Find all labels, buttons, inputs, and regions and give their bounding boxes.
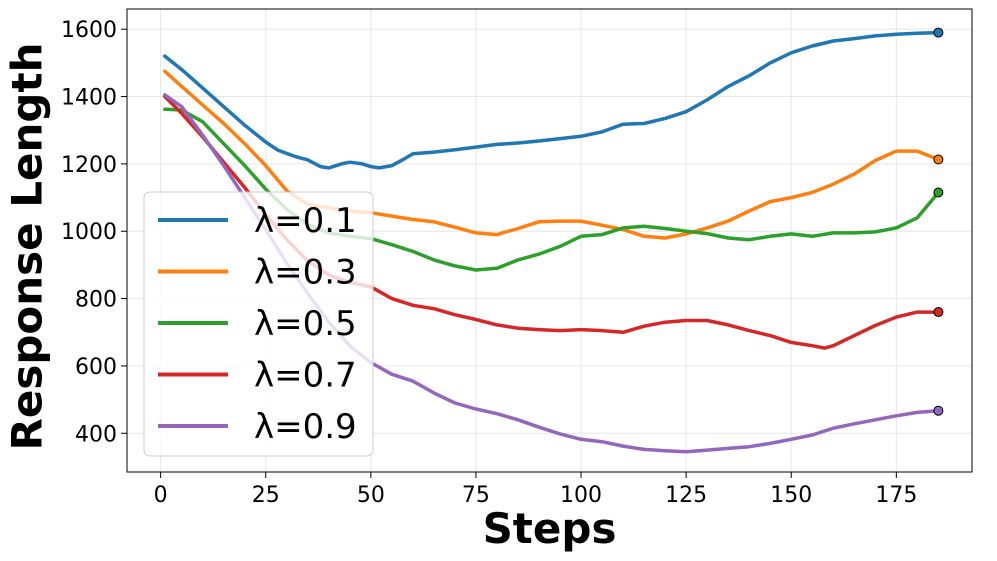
x-tick-label: 175: [875, 483, 917, 508]
series-line-1: [163, 30, 941, 170]
legend-label-3: λ=0.5: [254, 304, 357, 344]
x-tick-label: 125: [665, 483, 707, 508]
end-marker-3: [933, 187, 944, 198]
x-tick-label: 150: [770, 483, 812, 508]
y-tick-label: 400: [75, 422, 117, 447]
y-tick-label: 1400: [61, 86, 117, 111]
legend-box: [143, 191, 374, 457]
end-markers: [933, 27, 944, 416]
end-marker-4: [933, 307, 944, 318]
legend: λ=0.1 λ=0.3 λ=0.5 λ=0.7 λ=0.9: [143, 191, 374, 457]
legend-label-4: λ=0.7: [254, 356, 357, 396]
legend-label-1: λ=0.1: [254, 201, 357, 241]
x-tick-label: 0: [154, 483, 168, 508]
x-tick-label: 100: [560, 483, 602, 508]
y-tick-label: 1000: [61, 220, 117, 245]
legend-label-2: λ=0.3: [254, 253, 357, 293]
plot-area-frame: [126, 8, 973, 473]
y-tick-label: 1600: [61, 18, 117, 43]
x-tick-label: 50: [357, 483, 385, 508]
y-tick-label: 800: [75, 288, 117, 313]
legend-label-5: λ=0.9: [254, 407, 357, 447]
end-marker-5: [933, 405, 944, 416]
y-axis-ticks: 400 600 800 1000 1200 1400 1600: [61, 18, 127, 447]
x-tick-label: 75: [462, 483, 490, 508]
x-axis-title: Steps: [483, 504, 617, 553]
y-tick-label: 600: [75, 355, 117, 380]
y-tick-label: 1200: [61, 153, 117, 178]
x-tick-label: 25: [252, 483, 280, 508]
y-axis-title: Response Length: [3, 43, 52, 451]
end-marker-2: [933, 154, 944, 165]
x-axis-ticks: 0 25 50 75 100 125 150 175: [154, 472, 917, 508]
end-marker-1: [933, 27, 944, 38]
